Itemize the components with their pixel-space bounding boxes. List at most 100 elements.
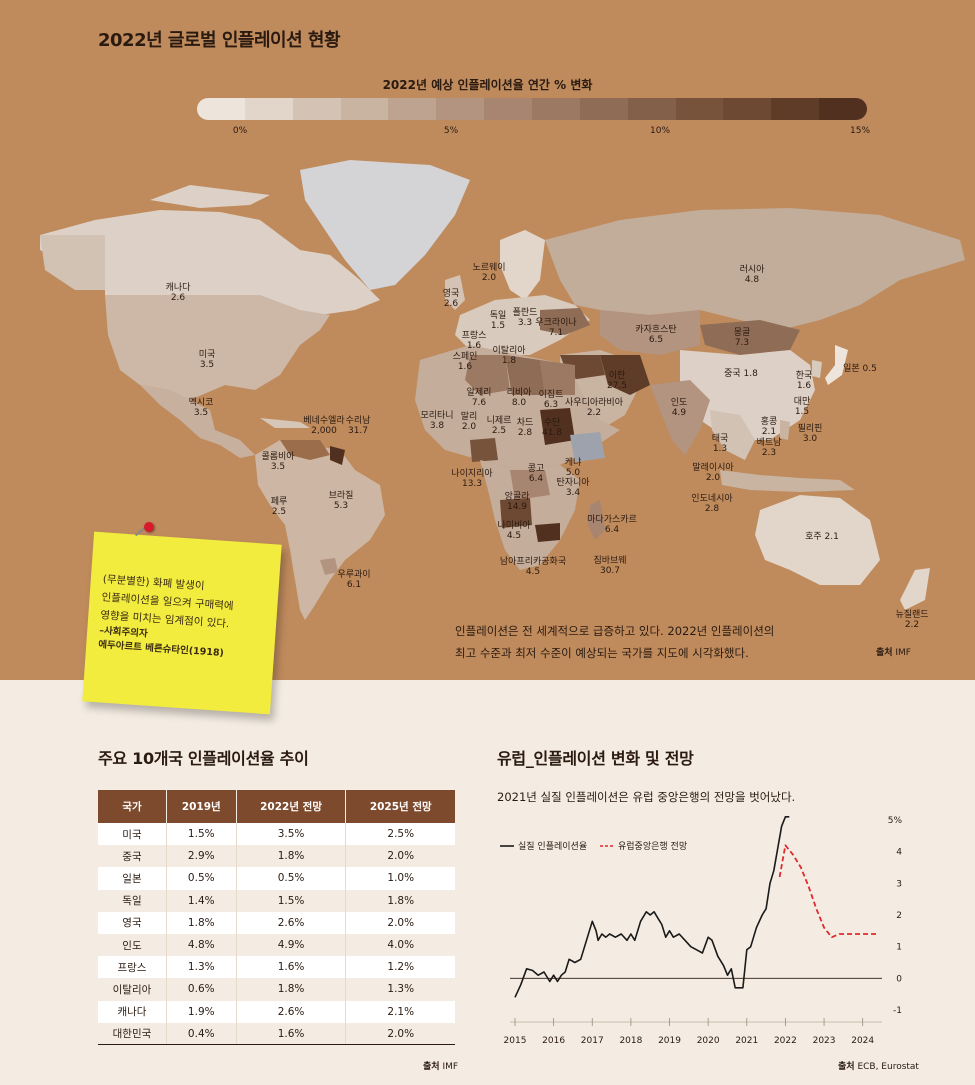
legend-swatch: [723, 98, 772, 120]
legend-swatch: [436, 98, 485, 120]
cell-2022: 1.8%: [235, 845, 346, 868]
legend-label: 유럽중앙은행 전망: [618, 840, 687, 852]
map-source: 출처 IMF: [875, 648, 911, 658]
table-row: 대한민국 0.4% 1.6% 2.0%: [98, 1022, 455, 1046]
push-pin-icon: [144, 522, 154, 532]
legend-swatch: [197, 98, 245, 120]
ethiopia-shape: [570, 432, 605, 462]
cell-2019: 0.6%: [165, 978, 237, 1001]
table-row: 캐나다 1.9% 2.6% 2.1%: [98, 1000, 455, 1023]
uruguay-shape: [320, 558, 338, 575]
header-2022: 2022년 전망: [235, 790, 346, 823]
label-mali: 말리 2.0: [460, 412, 478, 433]
label-vietnam: 베트남 2.3: [756, 438, 782, 459]
venezuela-shape: [280, 440, 330, 460]
label-algeria: 알제리 7.6: [466, 388, 492, 409]
legend-tick-15: 15%: [849, 126, 871, 136]
table-row: 프랑스 1.3% 1.6% 1.2%: [98, 956, 455, 979]
cell-2019: 1.9%: [165, 1000, 237, 1023]
label-uk: 영국 2.6: [442, 289, 460, 310]
chart-source: 출처 ECB, Eurostat: [838, 1062, 919, 1072]
cell-2019: 1.3%: [165, 956, 237, 979]
x-tick-label: 2020: [697, 1036, 720, 1046]
table-header-row: 국가 2019년 2022년 전망 2025년 전망: [98, 790, 455, 823]
label-madagascar: 마다가스카르 6.4: [587, 515, 637, 536]
cell-2022: 3.5%: [235, 823, 346, 846]
uk-shape: [445, 275, 465, 310]
cell-country: 캐나다: [98, 1000, 167, 1023]
label-chad: 차드 2.8: [516, 418, 534, 439]
x-tick-label: 2016: [542, 1036, 565, 1046]
label-brazil: 브라질 5.3: [328, 491, 354, 512]
legend-swatch: [388, 98, 437, 120]
iran-shape: [600, 355, 650, 395]
cell-2025: 2.1%: [345, 1000, 455, 1023]
caribbean-shape: [260, 418, 310, 428]
label-namibia: 나미비아 4.5: [497, 521, 531, 542]
legend-tick-5: 5%: [443, 126, 459, 136]
label-japan: 일본 0.5: [843, 364, 877, 374]
cell-2025: 2.0%: [345, 845, 455, 868]
korea-shape: [812, 360, 822, 378]
cell-2019: 1.4%: [165, 889, 237, 912]
label-newzealand: 뉴질랜드 2.2: [895, 610, 929, 631]
ukraine-shape: [540, 308, 590, 335]
sudan-shape: [540, 408, 575, 445]
legend-swatch: [532, 98, 580, 120]
cell-2022: 1.8%: [235, 978, 346, 1001]
mongolia-shape: [700, 320, 800, 355]
cell-country: 영국: [98, 911, 167, 934]
legend-swatch: [819, 98, 867, 120]
x-tick-label: 2015: [504, 1036, 527, 1046]
greenland-shape: [300, 160, 470, 290]
label-venezuela: 베네수엘라 2,000: [303, 416, 345, 437]
label-kazakhstan: 카자흐스탄 6.5: [635, 325, 677, 346]
legend-swatch: [627, 98, 676, 120]
y-tick-label: 2: [896, 911, 902, 921]
y-tick-label: 0: [896, 974, 902, 984]
nigeria-shape: [470, 438, 498, 462]
cell-2025: 1.2%: [345, 956, 455, 979]
series-line-forecast: [778, 844, 879, 939]
cell-2022: 2.6%: [235, 911, 346, 934]
cell-2022: 1.6%: [235, 956, 346, 979]
header-country: 국가: [98, 790, 167, 823]
cell-2025: 4.0%: [345, 933, 455, 957]
cell-2025: 2.5%: [345, 823, 455, 846]
cell-2019: 0.4%: [165, 1022, 237, 1046]
cell-2022: 4.9%: [235, 933, 346, 957]
label-colombia: 콜롬비아 3.5: [261, 452, 295, 473]
cell-2022: 1.6%: [235, 1022, 346, 1046]
legend-swatch: [675, 98, 724, 120]
map-caption-line-1: 인플레이션은 전 세계적으로 급증하고 있다. 2022년 인플레이션의: [455, 624, 775, 638]
table-row: 일본 0.5% 0.5% 1.0%: [98, 867, 455, 890]
header-2025: 2025년 전망: [345, 790, 455, 823]
label-tanzania: 탄자니아 3.4: [556, 478, 590, 499]
cell-2019: 1.5%: [165, 823, 237, 846]
angola-shape: [500, 498, 532, 528]
label-nigeria: 나이지리아 13.3: [451, 469, 493, 490]
y-tick-label: -1: [893, 1006, 902, 1016]
label-spain: 스페인 1.6: [452, 352, 478, 373]
page-title: 2022년 글로벌 인플레이션 현황: [98, 30, 341, 51]
label-egypt: 이집트 6.3: [538, 390, 564, 411]
legend-swatch: [484, 98, 533, 120]
map-caption-line-2: 최고 수준과 최저 수준이 예상되는 국가를 지도에 시각화했다.: [455, 646, 749, 660]
map-caption: 인플레이션은 전 세계적으로 급증하고 있다. 2022년 인플레이션의 최고 …: [455, 620, 774, 664]
label-niger: 니제르 2.5: [486, 416, 512, 437]
cell-country: 중국: [98, 845, 167, 868]
label-suriname: 수리남 31.7: [345, 416, 371, 437]
label-saudi-arabia: 사우디아라비아 2.2: [565, 398, 623, 419]
label-thailand: 태국 1.3: [711, 434, 729, 455]
label-libya: 리비아 8.0: [506, 388, 532, 409]
legend-title: 2022년 예상 인플레이션율 연간 % 변화: [382, 78, 593, 92]
legend-swatch: [340, 98, 389, 120]
label-italy: 이탈리아 1.8: [492, 346, 526, 367]
label-china: 중국 1.8: [724, 369, 758, 379]
label-ukraine: 우크라이나 7.1: [535, 318, 577, 339]
arctic-islands: [150, 185, 270, 208]
legend-swatch: [771, 98, 820, 120]
header-2019: 2019년: [165, 790, 237, 823]
label-mongolia: 몽골 7.3: [733, 328, 751, 349]
cell-2019: 1.8%: [165, 911, 237, 934]
